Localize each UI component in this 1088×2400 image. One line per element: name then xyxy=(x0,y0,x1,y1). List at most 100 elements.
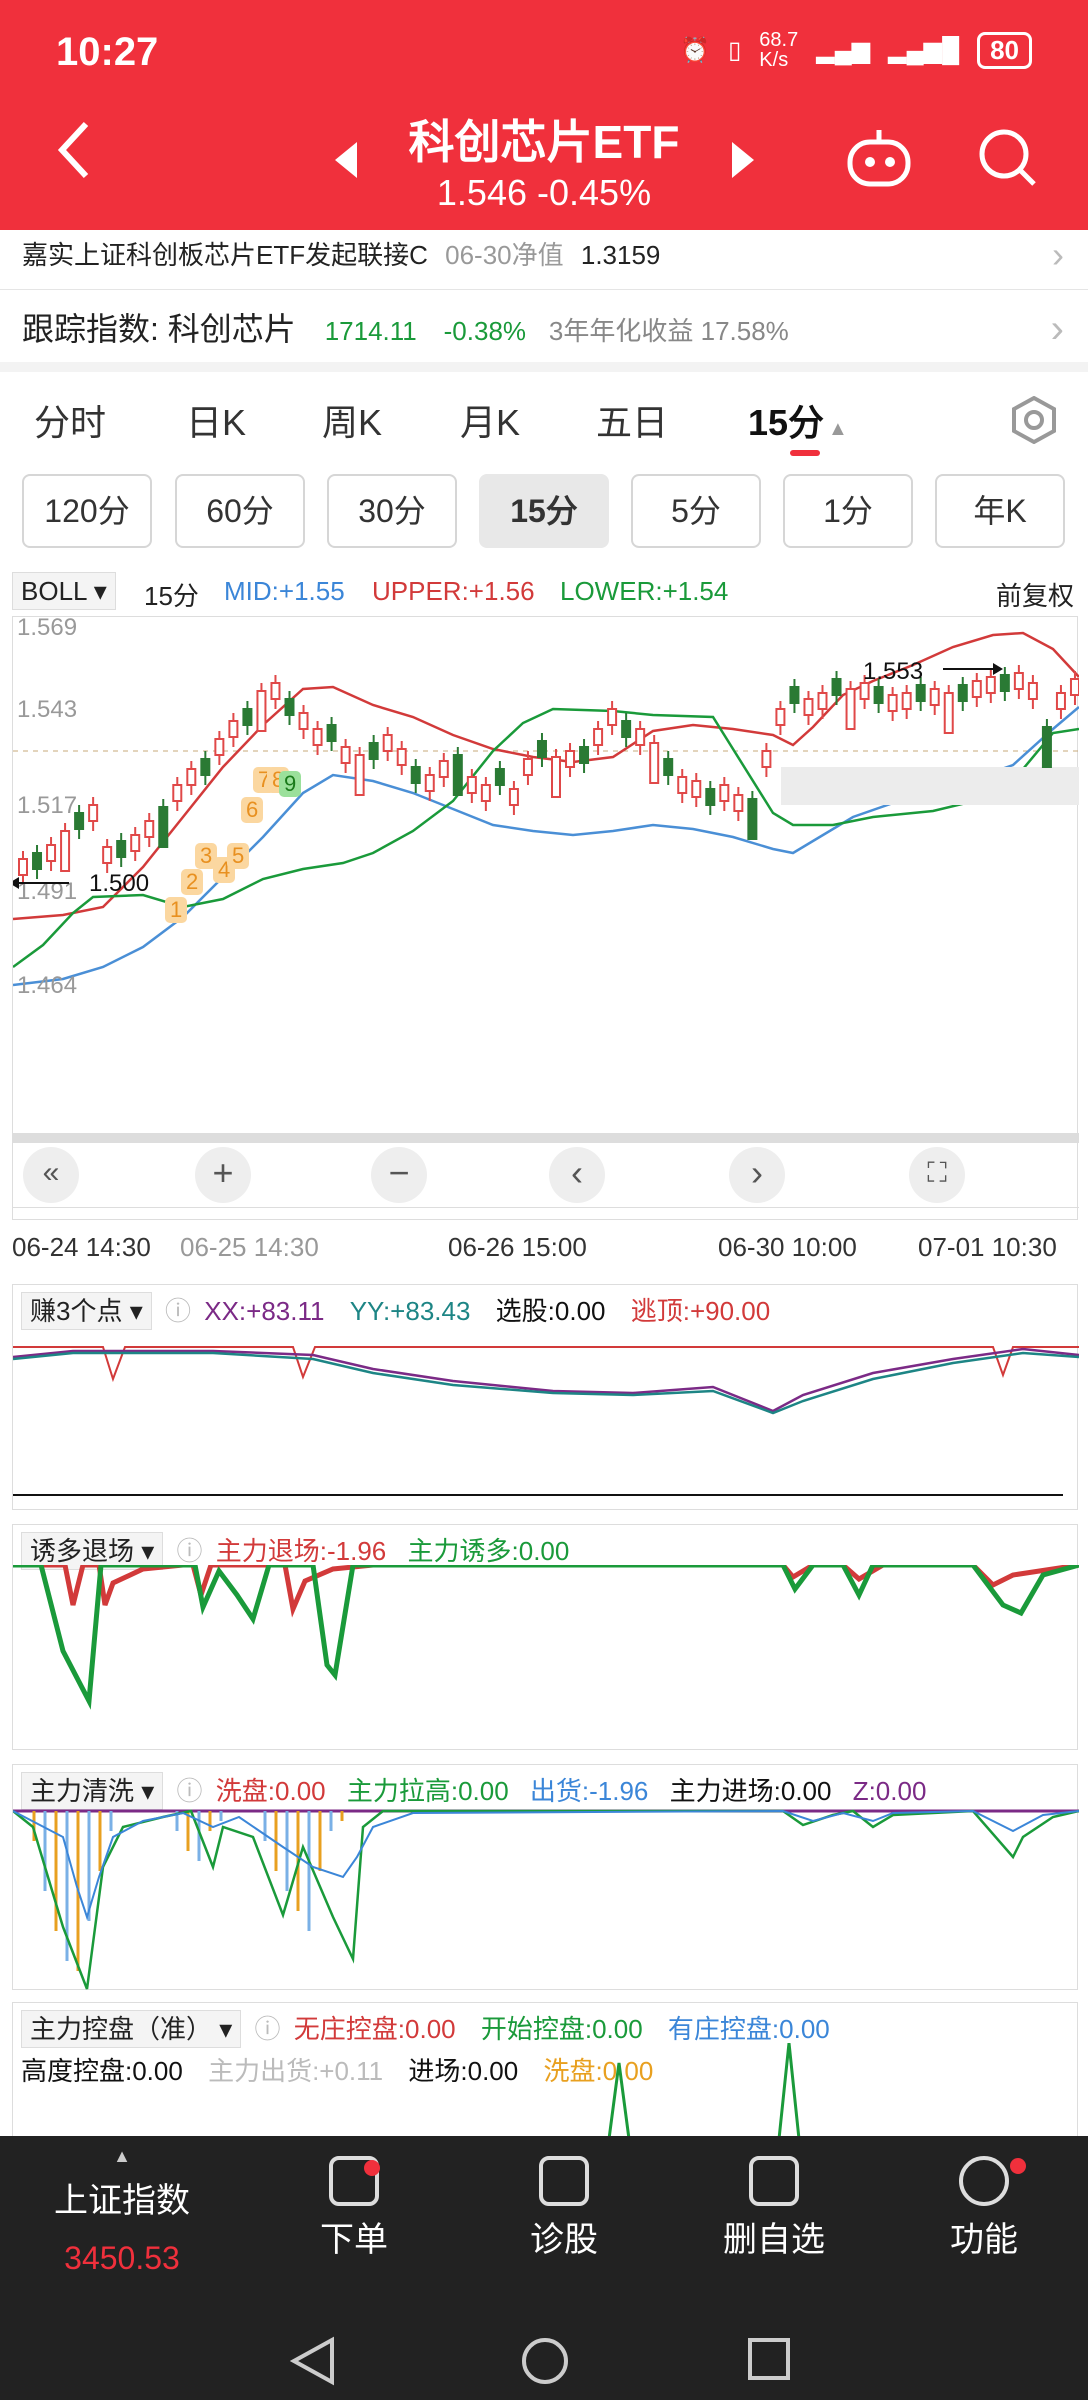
zoom-in-button[interactable]: + xyxy=(195,1147,251,1203)
y-label-3: 1.517 xyxy=(17,792,77,819)
td-number-badge xyxy=(195,843,217,869)
candle-body xyxy=(985,676,996,694)
chart-settings-button[interactable] xyxy=(1010,395,1058,453)
indicator-panel-qingxi[interactable]: 主力清洗 ▾ ⓘ 洗盘:0.00 主力拉高:0.00 出货:-1.96 主力进场… xyxy=(12,1764,1079,1990)
tracking-index-row[interactable]: 跟踪指数: 科创芯片 1714.11 -0.38% 3年年化收益 17.58% … xyxy=(0,292,1088,372)
td-number: 6 xyxy=(246,797,258,822)
period-60min[interactable]: 60分 xyxy=(175,474,305,548)
tab-daily[interactable]: 日K xyxy=(186,402,247,443)
candle-body xyxy=(887,694,898,712)
tab-15min-label: 15分 xyxy=(748,402,825,443)
ind3-wash: 洗盘:0.00 xyxy=(215,1776,326,1806)
fund-name: 嘉实上证科创板芯片ETF发起联接C xyxy=(22,240,428,270)
prev-stock-button[interactable] xyxy=(335,142,359,183)
indicator-panel-zhuan3[interactable]: 赚3个点 ▾ ⓘ XX:+83.11 YY:+83.43 选股:0.00 逃顶:… xyxy=(12,1284,1079,1510)
diagnose-label: 诊股 xyxy=(530,2221,598,2259)
td-number-badge xyxy=(165,897,187,923)
candle-body xyxy=(410,766,421,784)
help-icon[interactable]: ⓘ xyxy=(176,1536,203,1566)
indicator-selector-boll[interactable]: BOLL ▾ xyxy=(12,572,116,610)
tab-weekly[interactable]: 周K xyxy=(322,402,383,443)
robot-assistant-button[interactable] xyxy=(846,126,912,193)
x-label-1: 06-24 14:30 xyxy=(12,1232,151,1262)
price-line: 1.546 -0.45% xyxy=(0,172,1088,214)
system-recents-button[interactable] xyxy=(746,2336,792,2387)
candle-body xyxy=(775,708,786,726)
candle-body xyxy=(18,858,28,876)
candle-body xyxy=(817,692,828,710)
function-label: 功能 xyxy=(950,2221,1018,2259)
candle-body xyxy=(635,728,646,746)
candle-body xyxy=(438,760,449,778)
td-number-badge xyxy=(181,869,203,895)
ind4-start: 开始控盘:0.00 xyxy=(480,2014,643,2044)
system-back-button[interactable] xyxy=(289,2336,336,2391)
scroll-right-button[interactable]: › xyxy=(729,1147,785,1203)
arrow-left-icon xyxy=(9,877,19,889)
candle-body xyxy=(396,748,407,766)
candle-body xyxy=(102,846,113,864)
function-button[interactable]: 功能 xyxy=(904,2156,1064,2261)
ind2-lure: 主力诱多:0.00 xyxy=(407,1536,570,1566)
scroll-left-button[interactable]: ‹ xyxy=(549,1147,605,1203)
help-icon[interactable]: ⓘ xyxy=(164,1296,191,1326)
td-number: 5 xyxy=(232,843,244,868)
order-button[interactable]: 下单 xyxy=(274,2156,434,2261)
period-year[interactable]: 年K xyxy=(935,474,1065,548)
kline-chart[interactable]: 1.569 1.543 1.517 1.491 1.464 1.553 1.50… xyxy=(9,614,1080,1220)
diagnose-button[interactable]: 诊股 xyxy=(484,2156,644,2261)
system-home-button[interactable] xyxy=(520,2336,570,2391)
boll-upper: UPPER:+1.56 xyxy=(372,576,535,606)
ind1-selector[interactable]: 赚3个点 ▾ xyxy=(21,1292,152,1330)
period-1min[interactable]: 1分 xyxy=(783,474,913,548)
period-15min[interactable]: 15分 xyxy=(479,474,609,548)
divider xyxy=(13,1207,1079,1208)
candle-body xyxy=(494,768,505,786)
tab-timeshare[interactable]: 分时 xyxy=(34,402,107,443)
search-button[interactable] xyxy=(976,126,1038,193)
candle-body xyxy=(999,674,1010,692)
next-stock-button[interactable] xyxy=(730,142,754,183)
high-label: 1.553 xyxy=(863,658,923,685)
period-120min[interactable]: 120分 xyxy=(22,474,152,548)
candle-body xyxy=(1055,692,1066,710)
ind4-selector[interactable]: 主力控盘（准） ▾ xyxy=(21,2010,242,2048)
ind4-legend: 主力控盘（准） ▾ ⓘ 无庄控盘:0.00 开始控盘:0.00 有庄控盘:0.0… xyxy=(21,2009,830,2048)
chart-scrollbar[interactable] xyxy=(13,1133,1079,1143)
tab-15min[interactable]: 15分 ▲ xyxy=(748,394,848,446)
tab-monthly[interactable]: 月K xyxy=(460,402,521,443)
candle-body xyxy=(579,746,590,764)
period-30min[interactable]: 30分 xyxy=(327,474,457,548)
ind4-start-line-2 xyxy=(777,2043,801,2139)
candle-body xyxy=(1069,678,1080,696)
td-number: 3 xyxy=(200,843,212,868)
adjust-mode[interactable]: 前复权 xyxy=(995,581,1074,611)
ind3-raise: 主力拉高:0.00 xyxy=(346,1776,509,1806)
ind1-yy: YY:+83.43 xyxy=(349,1296,471,1326)
candle-body xyxy=(186,768,197,786)
back-button[interactable] xyxy=(56,120,92,180)
indicator-panel-youduo[interactable]: 诱多退场 ▾ ⓘ 主力退场:-1.96 主力诱多:0.00 xyxy=(12,1524,1079,1750)
ind4-in: 进场:0.00 xyxy=(408,2056,519,2086)
zoom-out-button[interactable]: − xyxy=(371,1147,427,1203)
candle-body xyxy=(200,758,211,776)
robot-icon xyxy=(847,130,911,187)
fullscreen-button[interactable]: ⛶ xyxy=(909,1147,965,1203)
ind3-selector[interactable]: 主力清洗 ▾ xyxy=(21,1772,164,1810)
fund-link-row[interactable]: 嘉实上证科创板芯片ETF发起联接C 06-30净值 1.3159 › xyxy=(0,230,1088,290)
indicator-panel-kongpan[interactable]: 主力控盘（准） ▾ ⓘ 无庄控盘:0.00 开始控盘:0.00 有庄控盘:0.0… xyxy=(12,2002,1078,2139)
candle-body xyxy=(480,784,491,802)
help-icon[interactable]: ⓘ xyxy=(254,2014,281,2044)
candle-body xyxy=(663,758,674,776)
help-icon[interactable]: ⓘ xyxy=(176,1776,203,1806)
remove-watchlist-button[interactable]: 删自选 xyxy=(694,2156,854,2261)
rewind-button[interactable]: « xyxy=(23,1147,79,1203)
tab-five-day[interactable]: 五日 xyxy=(596,402,669,443)
ind2-selector[interactable]: 诱多退场 ▾ xyxy=(21,1532,164,1570)
period-5min[interactable]: 5分 xyxy=(631,474,761,548)
signal-icon: ▂▄▆ xyxy=(816,36,871,64)
period-selector: 120分 60分 30分 15分 5分 1分 年K xyxy=(0,470,1088,560)
track-return: 3年年化收益 17.58% xyxy=(548,316,789,346)
market-index-button[interactable]: ▲ 上证指数 3450.53 xyxy=(32,2146,212,2277)
